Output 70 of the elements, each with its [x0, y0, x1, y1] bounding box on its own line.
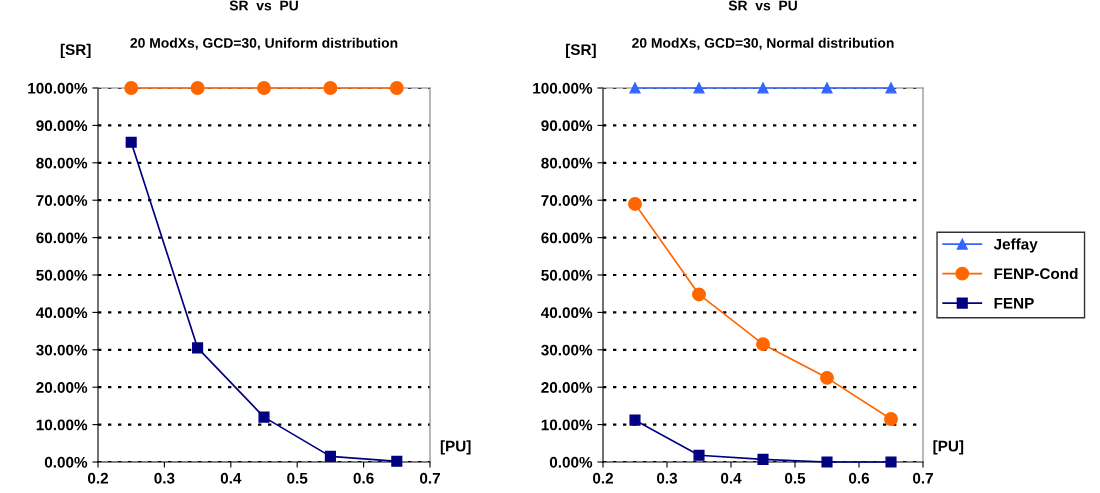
point — [257, 81, 271, 95]
x-axis-title: [PU] — [933, 440, 964, 455]
y-tick-label: 0.00% — [549, 456, 593, 468]
point — [692, 287, 706, 302]
point — [821, 82, 833, 94]
y-tick-label: 90.00% — [541, 120, 593, 132]
chart-title: SR vs PU — [229, 0, 298, 11]
x-tick-label: 0.7 — [419, 472, 440, 484]
legend-label: FENP — [994, 297, 1034, 309]
y-tick-label: 70.00% — [36, 195, 88, 206]
x-axis-title: [PU] — [440, 440, 471, 455]
x-tick-label: 0.3 — [154, 472, 175, 484]
chart-title: SR vs PU — [728, 0, 797, 11]
point — [885, 456, 897, 468]
x-tick-label: 0.6 — [353, 472, 374, 484]
point — [629, 82, 641, 94]
x-tick-label: 0.3 — [656, 472, 678, 484]
y-tick-label: 50.00% — [541, 269, 593, 281]
point — [391, 455, 403, 467]
y-tick-label: 70.00% — [541, 195, 593, 206]
point — [628, 196, 642, 211]
x-tick-label: 0.2 — [592, 472, 614, 484]
point — [389, 81, 404, 95]
point — [324, 450, 336, 462]
point — [125, 136, 137, 148]
point — [124, 81, 139, 95]
point — [820, 370, 834, 385]
y-tick-label: 10.00% — [36, 419, 88, 431]
y-tick-label: 50.00% — [36, 269, 88, 281]
y-tick-label: 40.00% — [36, 307, 88, 319]
y-tick-label: 80.00% — [36, 157, 88, 169]
point — [258, 411, 270, 423]
y-tick-label: 20.00% — [36, 382, 88, 393]
point — [884, 412, 898, 426]
x-tick-label: 0.4 — [720, 472, 742, 484]
x-tick-label: 0.2 — [87, 472, 109, 484]
x-tick-label: 0.6 — [848, 472, 870, 484]
y-tick-label: 80.00% — [541, 157, 593, 169]
x-tick-label: 0.4 — [220, 472, 242, 484]
y-tick-label: 100.00% — [533, 82, 593, 94]
chart-subtitle: 20 ModXs, GCD=30, Uniform distribution — [130, 37, 398, 50]
y-tick-label: 10.00% — [541, 419, 593, 431]
point — [757, 82, 769, 94]
legend-label: Jeffay — [993, 238, 1038, 253]
point — [757, 453, 769, 465]
point — [756, 337, 770, 352]
y-tick-label: 30.00% — [541, 344, 593, 356]
x-tick-label: 0.5 — [287, 472, 308, 484]
point — [190, 81, 205, 95]
y-tick-label: 60.00% — [541, 232, 593, 244]
x-tick-label: 0.5 — [784, 472, 806, 484]
point — [629, 414, 641, 426]
y-tick-label: 60.00% — [36, 232, 88, 244]
y-tick-label: 30.00% — [36, 344, 88, 356]
y-tick-label: 0.00% — [44, 456, 88, 468]
y-axis-title: [SR] — [566, 43, 596, 59]
y-axis-title: [SR] — [60, 43, 91, 59]
y-tick-label: 20.00% — [541, 382, 593, 393]
y-tick-label: 100.00% — [28, 82, 88, 94]
point — [821, 456, 833, 468]
point — [693, 449, 705, 461]
chart-subtitle: 20 ModXs, GCD=30, Normal distribution — [632, 37, 894, 50]
point — [885, 82, 897, 94]
point — [323, 81, 338, 95]
legend-label: FENP-Cond — [994, 267, 1078, 280]
y-tick-label: 40.00% — [541, 307, 593, 319]
x-tick-label: 0.7 — [912, 472, 933, 484]
y-tick-label: 90.00% — [36, 120, 88, 132]
point — [192, 342, 204, 354]
point — [693, 82, 705, 94]
